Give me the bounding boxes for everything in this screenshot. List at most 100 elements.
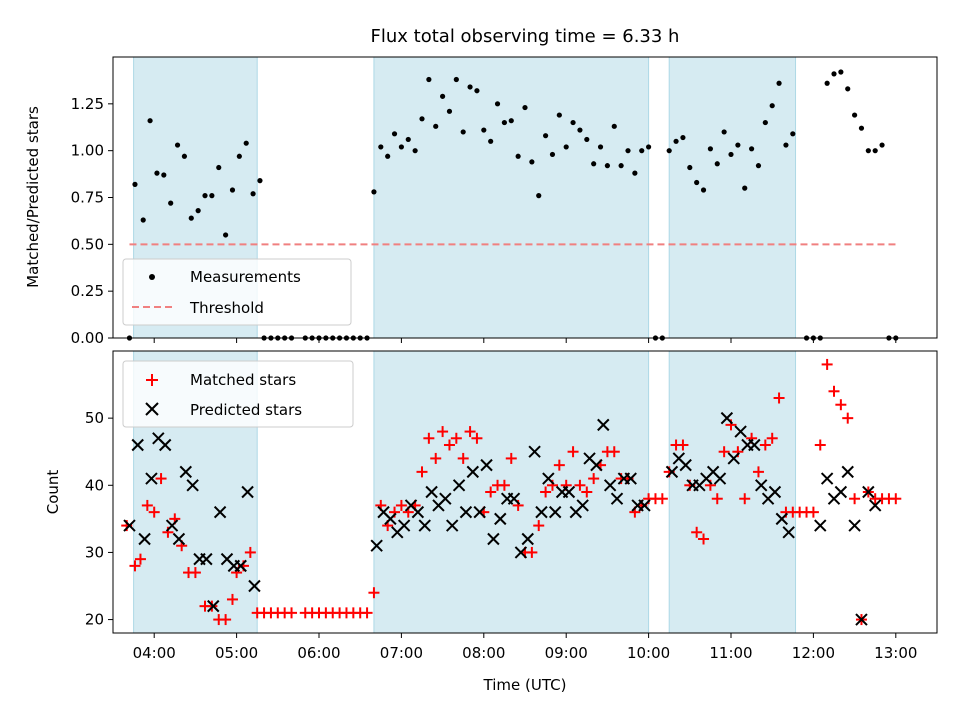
matched-star-point bbox=[471, 432, 483, 444]
measurement-point bbox=[488, 138, 494, 144]
measurement-point bbox=[865, 148, 871, 154]
predicted-star-point bbox=[848, 519, 861, 532]
matched-star-point bbox=[189, 567, 201, 579]
predicted-star-point bbox=[610, 492, 624, 505]
measurement-point bbox=[735, 142, 741, 148]
matched-star-point bbox=[773, 392, 785, 404]
matched-star-point bbox=[437, 426, 449, 438]
measurement-point bbox=[522, 104, 528, 111]
measurement-point bbox=[168, 200, 174, 206]
measurement-point bbox=[742, 185, 748, 191]
measurement-point bbox=[378, 144, 384, 150]
top-y-ticks: 0.00 0.25 0.50 0.75 1.00 1.25 bbox=[71, 95, 113, 347]
top-legend-box bbox=[122, 258, 352, 326]
bottom-y-tick-label: 40 bbox=[85, 476, 104, 494]
bottom-y-tick-label: 50 bbox=[85, 409, 104, 427]
measurement-point bbox=[845, 86, 851, 92]
predicted-star-point bbox=[418, 519, 431, 532]
measurement-point bbox=[776, 80, 782, 86]
top-panel: 0.00 0.25 0.50 0.75 1.00 1.25 Flux total obse… bbox=[24, 26, 938, 347]
measurement-point bbox=[673, 138, 679, 144]
predicted-star-point bbox=[123, 519, 136, 532]
measurement-point bbox=[646, 144, 652, 150]
predicted-star-point bbox=[507, 492, 521, 505]
legend-measurements-label: Measurements bbox=[190, 268, 301, 286]
top-x-ticks bbox=[153, 338, 897, 343]
measurement-point bbox=[755, 163, 762, 169]
predicted-star-point bbox=[480, 458, 493, 472]
predicted-star-point bbox=[514, 546, 528, 559]
matched-star-point bbox=[890, 493, 902, 505]
matched-star-point bbox=[835, 399, 847, 411]
measurement-point bbox=[707, 146, 714, 152]
measurement-point bbox=[543, 133, 549, 139]
measurement-point bbox=[147, 118, 153, 124]
top-y-tick-label: 0.25 bbox=[71, 282, 104, 300]
measurement-point bbox=[515, 153, 521, 159]
measurement-point bbox=[549, 151, 556, 158]
measurement-point bbox=[597, 144, 604, 150]
legend-predicted-marker bbox=[145, 402, 159, 416]
measurement-point bbox=[508, 118, 514, 124]
matched-star-point bbox=[485, 486, 497, 498]
matched-star-point bbox=[588, 473, 600, 485]
measurement-point bbox=[440, 93, 446, 99]
measurement-point bbox=[714, 161, 720, 167]
predicted-star-point bbox=[521, 532, 534, 546]
matched-star-point bbox=[526, 546, 538, 558]
matched-star-point bbox=[759, 439, 771, 451]
measurement-point bbox=[570, 119, 576, 126]
measurement-point bbox=[188, 215, 194, 221]
measurement-point bbox=[872, 148, 878, 154]
measurement-point bbox=[243, 140, 249, 146]
matched-star-point bbox=[226, 593, 238, 605]
x-tick-label: 11:00 bbox=[709, 644, 752, 662]
x-tick-label: 04:00 bbox=[133, 644, 176, 662]
top-y-tick-label: 0.50 bbox=[71, 235, 104, 253]
matched-star-point bbox=[450, 432, 462, 444]
predicted-star-point bbox=[549, 505, 562, 519]
top-y-axis-label: Matched/Predicted stars bbox=[24, 106, 42, 288]
measurement-point bbox=[790, 131, 796, 137]
matched-star-point bbox=[423, 432, 435, 444]
predicted-star-point bbox=[782, 526, 795, 539]
measurement-point bbox=[591, 161, 597, 167]
bottom-y-tick-label: 20 bbox=[85, 611, 104, 629]
measurement-point bbox=[216, 164, 222, 171]
top-legend: Measurements Threshold bbox=[122, 258, 352, 326]
measurement-point bbox=[824, 80, 830, 86]
matched-star-point bbox=[677, 439, 689, 451]
matched-star-point bbox=[698, 533, 710, 545]
predicted-star-point bbox=[207, 599, 220, 613]
matched-star-point bbox=[464, 426, 476, 438]
x-tick-label: 13:00 bbox=[874, 644, 917, 662]
predicted-star-point bbox=[535, 505, 548, 519]
predicted-star-point bbox=[665, 465, 679, 479]
measurement-point bbox=[749, 146, 755, 152]
matched-star-point bbox=[821, 358, 833, 370]
matched-star-point bbox=[842, 412, 854, 424]
predicted-star-point bbox=[868, 499, 882, 512]
measurement-point bbox=[831, 71, 837, 77]
measurement-point bbox=[236, 153, 242, 159]
measurement-point bbox=[257, 178, 263, 184]
predicted-star-point bbox=[638, 499, 651, 512]
bottom-y-ticks: 20 30 40 50 bbox=[85, 409, 113, 629]
predicted-star-point bbox=[466, 465, 480, 479]
measurement-point bbox=[694, 179, 700, 186]
measurement-point bbox=[385, 153, 391, 159]
predicted-star-point bbox=[862, 485, 875, 499]
measurement-point bbox=[195, 208, 201, 214]
predicted-star-point bbox=[841, 465, 854, 479]
measurement-point bbox=[229, 187, 236, 193]
measurement-point bbox=[250, 191, 256, 197]
matched-star-point bbox=[286, 607, 298, 619]
predicted-star-point bbox=[158, 438, 172, 452]
predicted-star-point bbox=[590, 458, 603, 472]
shaded-interval bbox=[373, 350, 650, 634]
measurement-point bbox=[666, 148, 672, 154]
matched-star-point bbox=[540, 486, 552, 498]
x-tick-label: 06:00 bbox=[297, 644, 340, 662]
matched-star-point bbox=[766, 432, 778, 444]
